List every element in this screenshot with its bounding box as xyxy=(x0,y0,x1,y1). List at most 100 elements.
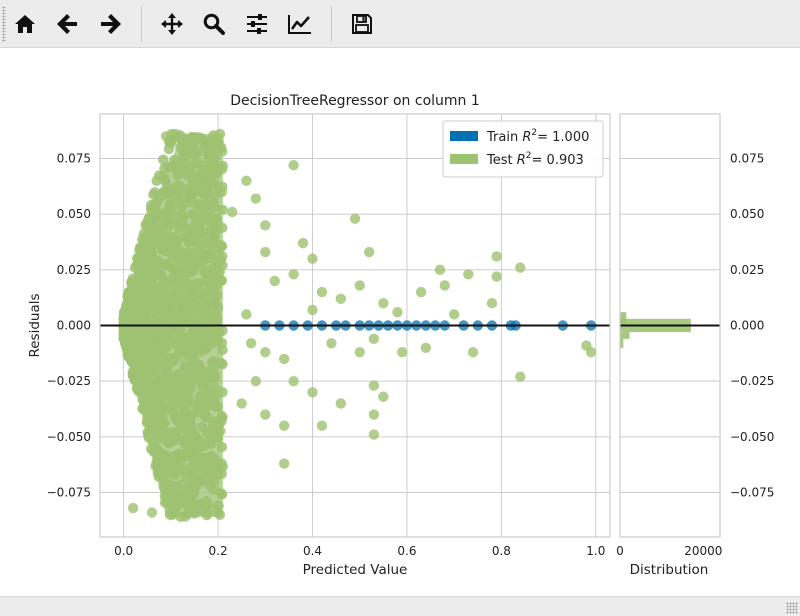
test-point xyxy=(170,128,181,140)
x-tick-label: 0.8 xyxy=(492,544,511,558)
test-cloud-point xyxy=(141,217,153,228)
test-point xyxy=(335,398,347,409)
distribution-y-tick-label: −0.050 xyxy=(730,430,774,444)
y-tick-label: −0.075 xyxy=(47,485,91,499)
pan-button[interactable] xyxy=(156,8,188,40)
x-tick-label: 0.6 xyxy=(397,544,416,558)
test-point xyxy=(212,182,224,193)
test-point xyxy=(250,375,262,387)
test-point xyxy=(486,298,498,309)
test-point xyxy=(368,429,380,440)
test-point xyxy=(288,160,299,171)
x-tick-label: 0.0 xyxy=(114,544,133,558)
test-cloud-point xyxy=(147,202,158,214)
test-cloud-point xyxy=(157,154,169,165)
test-point xyxy=(515,262,526,273)
test-point xyxy=(175,142,186,153)
test-point xyxy=(463,269,474,280)
test-point xyxy=(354,280,365,291)
test-point xyxy=(227,206,238,218)
zoom-button[interactable] xyxy=(198,8,230,40)
y-tick-label: 0.025 xyxy=(57,263,91,277)
test-point xyxy=(260,246,271,258)
test-point xyxy=(165,505,177,516)
test-point xyxy=(165,137,177,149)
distribution-bar xyxy=(620,338,624,348)
legend-train-swatch xyxy=(450,131,478,141)
test-point xyxy=(378,298,389,309)
distribution-x-label: Distribution xyxy=(630,562,709,578)
test-point xyxy=(316,286,328,298)
sliders-icon xyxy=(247,14,267,34)
resize-grip[interactable] xyxy=(786,602,798,614)
test-point xyxy=(241,175,252,186)
home-button[interactable] xyxy=(9,8,41,40)
test-point xyxy=(354,347,365,358)
back-button[interactable] xyxy=(52,8,84,40)
test-point xyxy=(491,251,502,262)
test-point xyxy=(307,387,318,398)
test-point xyxy=(278,420,290,431)
figure-canvas[interactable]: 0.0 0.2 0.4 0.6 0.8 1.0 0.075 0.050 0.025 0.000 −… xyxy=(0,48,800,596)
toolbar-grip[interactable] xyxy=(2,6,6,42)
arrow-left-icon xyxy=(57,14,77,34)
distribution-y-tick-label: −0.075 xyxy=(730,485,774,499)
test-point xyxy=(278,353,290,365)
test-point xyxy=(368,409,380,420)
test-point xyxy=(434,264,446,276)
search-icon xyxy=(203,13,225,35)
x-tick-label: 0.4 xyxy=(303,544,322,558)
legend-train-label: Train R2= 1.000 xyxy=(486,128,589,145)
test-point xyxy=(236,398,247,409)
legend-test-swatch xyxy=(450,154,478,164)
chart-title: DecisionTreeRegressor on column 1 xyxy=(230,93,480,109)
distribution-y-tick-label: −0.025 xyxy=(730,374,774,388)
test-point xyxy=(208,164,219,175)
line-chart-icon xyxy=(288,15,311,34)
distribution-bar xyxy=(620,332,630,339)
toolbar-separator xyxy=(331,6,332,42)
test-point xyxy=(467,347,479,358)
test-point xyxy=(326,338,337,349)
test-point xyxy=(392,306,403,318)
distribution-bar xyxy=(620,325,691,333)
configure-subplots-button[interactable] xyxy=(241,8,273,40)
test-point xyxy=(368,333,380,345)
toolbar xyxy=(0,0,800,48)
floppy-disk-icon xyxy=(352,14,372,34)
test-point xyxy=(288,269,299,280)
distribution-y-tick-label: 0.025 xyxy=(730,263,764,277)
test-point xyxy=(288,375,299,387)
test-point xyxy=(184,498,195,509)
x-axis-label: Predicted Value xyxy=(303,562,408,578)
residuals-axes-frame xyxy=(99,113,611,538)
test-point xyxy=(198,476,210,487)
toolbar-separator xyxy=(141,6,142,42)
test-point xyxy=(260,220,271,231)
save-button[interactable] xyxy=(346,8,378,40)
forward-button[interactable] xyxy=(94,8,126,40)
distribution-x-tick-label: 0 xyxy=(616,544,624,558)
status-bar xyxy=(0,596,800,616)
distribution-axes-frame xyxy=(619,113,721,538)
test-point xyxy=(269,275,280,287)
test-point xyxy=(307,253,318,264)
distribution-y-tick-label: 0.050 xyxy=(730,207,764,221)
test-point xyxy=(278,458,290,469)
test-point xyxy=(335,293,347,304)
test-point xyxy=(260,409,271,420)
distribution-bar xyxy=(620,318,691,326)
test-point xyxy=(250,193,262,204)
test-point xyxy=(179,133,191,144)
y-tick-label: 0.050 xyxy=(57,207,91,221)
test-point xyxy=(127,502,139,514)
test-point xyxy=(260,347,271,358)
distribution-y-tick-label: 0.000 xyxy=(730,319,764,333)
test-point xyxy=(420,342,432,353)
edit-axis-button[interactable] xyxy=(284,8,316,40)
test-point xyxy=(241,309,252,320)
y-axis-label: Residuals xyxy=(27,293,43,357)
test-point xyxy=(378,391,389,402)
test-point xyxy=(363,246,375,258)
y-tick-label: 0.000 xyxy=(57,319,91,333)
